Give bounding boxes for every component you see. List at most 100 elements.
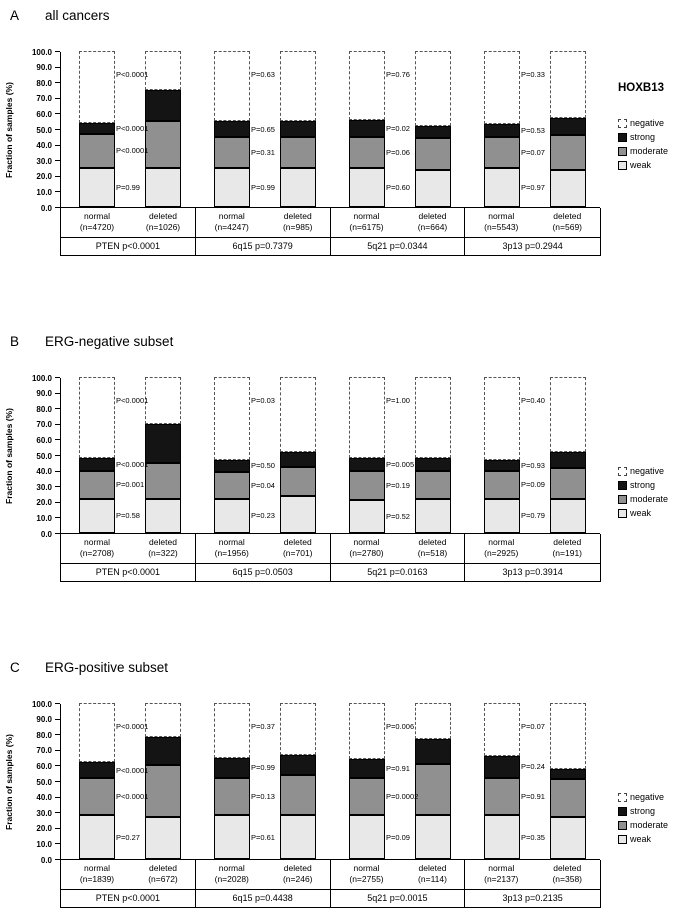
x-group-cell: normal (n=2028) deleted (n=246) 6q15 p=0.443… <box>195 860 331 907</box>
segment-negative <box>145 377 181 424</box>
segment-negative <box>550 51 586 119</box>
panel-title: ERG-positive subset <box>45 660 169 675</box>
segment-negative <box>484 377 520 460</box>
y-tick-mark <box>55 859 60 860</box>
bar-deleted <box>415 51 451 207</box>
segment-negative <box>415 703 451 739</box>
bar-normal <box>484 51 520 207</box>
p-value-moderate: P=0.13 <box>251 792 275 802</box>
segment-negative <box>415 377 451 459</box>
bar-status-text: normal <box>488 537 515 547</box>
bar-label-deleted: deleted (n=672) <box>127 863 199 885</box>
segment-moderate <box>214 777 250 816</box>
x-group-cell: normal (n=6175) deleted (n=664) 5q21 p=0.034… <box>330 208 466 255</box>
bar-label-normal: normal (n=5543) <box>465 211 537 233</box>
y-tick-label: 100.0 <box>31 373 52 383</box>
segment-moderate <box>145 765 181 817</box>
legend-label: strong <box>630 480 656 490</box>
y-tick-label: 50.0 <box>36 777 52 787</box>
bar-n-text: (n=569) <box>552 222 583 233</box>
segment-weak <box>79 168 115 207</box>
segment-negative <box>349 51 385 120</box>
segment-moderate <box>79 777 115 816</box>
p-value-negative: P=0.33 <box>521 69 545 79</box>
y-tick-label: 40.0 <box>36 467 52 477</box>
p-value-weak: P=0.99 <box>116 183 140 192</box>
x-group-cell: normal (n=5543) deleted (n=569) 3p13 p=0.294… <box>465 208 600 255</box>
negative-swatch-icon <box>618 466 627 476</box>
segment-moderate <box>484 470 520 499</box>
bar-n-text: (n=2137) <box>484 874 519 885</box>
bar-status-text: deleted <box>283 211 312 221</box>
bar-normal <box>349 377 385 533</box>
legend-label: negative <box>630 118 665 128</box>
bar-n-text: (n=6175) <box>349 222 384 233</box>
legend-item-weak: weak <box>618 508 676 518</box>
segment-negative <box>484 703 520 757</box>
y-tick-label: 20.0 <box>36 824 52 834</box>
segment-strong <box>214 121 250 137</box>
bar-deleted <box>280 51 316 207</box>
y-tick-label: 60.0 <box>36 435 52 445</box>
bar-deleted <box>280 377 316 533</box>
segment-strong <box>550 451 586 468</box>
y-tick-mark <box>55 533 60 534</box>
segment-negative <box>280 377 316 452</box>
chart-area: Fraction of samples (%) 0.0 10.0 20.0 30.0 4… <box>4 374 676 539</box>
segment-strong <box>415 125 451 139</box>
x-group-cell: normal (n=2708) deleted (n=322) PTEN p<0.000… <box>61 534 196 581</box>
bar-labels: normal (n=2780) deleted (n=518) <box>330 534 465 564</box>
legend-label: weak <box>630 160 652 170</box>
y-tick-label: 10.0 <box>36 839 52 849</box>
y-tick-mark <box>55 455 60 456</box>
y-tick-mark <box>55 160 60 162</box>
p-value-weak: P=0.61 <box>251 832 275 842</box>
y-tick-mark <box>55 501 60 503</box>
bar-label-deleted: deleted (n=358) <box>531 863 603 885</box>
segment-negative <box>145 703 181 738</box>
segment-strong <box>484 459 520 471</box>
segment-strong <box>280 451 316 468</box>
bar-n-text: (n=2925) <box>484 548 519 559</box>
legend: HOXB13 negative strong moderate weak <box>618 82 676 174</box>
y-axis-label: Fraction of samples (%) <box>4 408 14 504</box>
weak-swatch-icon <box>618 160 627 170</box>
segment-negative <box>214 51 250 122</box>
segment-negative <box>550 703 586 769</box>
segment-moderate <box>79 470 115 499</box>
legend-label: weak <box>630 508 652 518</box>
y-tick-mark <box>55 781 60 782</box>
bar-status-text: deleted <box>553 863 582 873</box>
p-value-weak: P=0.79 <box>521 511 545 521</box>
y-tick-mark <box>55 734 60 736</box>
bar-labels: normal (n=5543) deleted (n=569) <box>465 208 600 238</box>
legend-item-weak: weak <box>618 160 676 170</box>
bar-normal <box>214 703 250 859</box>
p-value-weak: P=0.52 <box>386 512 410 522</box>
group-label: 3p13 p=0.2944 <box>502 241 563 251</box>
group-label: 5q21 p=0.0015 <box>367 893 428 903</box>
y-tick-label: 10.0 <box>36 513 52 523</box>
bar-label-normal: normal (n=6175) <box>331 211 403 233</box>
p-value-moderate: P<0.0001 <box>116 792 149 802</box>
y-tick-mark <box>55 66 60 68</box>
y-tick-label: 30.0 <box>36 156 52 166</box>
p-value-strong: P=0.65 <box>251 124 275 134</box>
panel-b: B ERG-negative subset Fraction of sample… <box>0 334 676 582</box>
y-tick-mark <box>55 517 60 519</box>
bar-deleted <box>550 703 586 859</box>
segment-moderate <box>484 777 520 816</box>
bar-label-deleted: deleted (n=322) <box>127 537 199 559</box>
y-tick-mark <box>55 392 60 394</box>
segment-strong <box>550 118 586 136</box>
segment-strong <box>145 423 181 463</box>
y-tick-label: 80.0 <box>36 78 52 88</box>
segment-strong <box>145 737 181 766</box>
group-label: 5q21 p=0.0344 <box>367 241 428 251</box>
bar-n-text: (n=672) <box>148 874 178 885</box>
bar-normal <box>484 377 520 533</box>
x-group-cell: normal (n=2137) deleted (n=358) 3p13 p=0.213… <box>465 860 600 907</box>
bar-label-normal: normal (n=2780) <box>331 537 403 559</box>
p-value-moderate: P=0.91 <box>521 792 545 802</box>
